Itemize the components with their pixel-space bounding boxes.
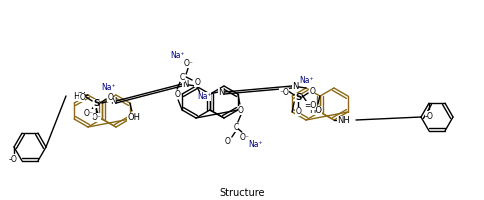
- Text: Na⁺: Na⁺: [197, 92, 212, 101]
- Text: C: C: [180, 73, 185, 82]
- Text: Na⁺: Na⁺: [299, 76, 314, 85]
- Text: NH: NH: [337, 116, 349, 125]
- Text: N: N: [182, 80, 188, 89]
- Text: O⁻: O⁻: [240, 133, 250, 142]
- Text: Na⁺: Na⁺: [170, 50, 184, 59]
- Text: S: S: [93, 99, 99, 108]
- Text: O: O: [238, 106, 244, 115]
- Text: O⁻: O⁻: [83, 109, 93, 118]
- Text: O⁻: O⁻: [91, 113, 101, 122]
- Text: C: C: [233, 123, 239, 132]
- Text: O: O: [295, 107, 301, 116]
- Text: S: S: [295, 93, 302, 102]
- Text: N: N: [218, 88, 224, 97]
- Text: O: O: [309, 87, 315, 96]
- Text: HN: HN: [73, 92, 85, 101]
- Text: N: N: [292, 82, 298, 91]
- Text: -O: -O: [9, 155, 17, 164]
- Text: O: O: [225, 137, 231, 146]
- Text: N: N: [110, 97, 116, 106]
- Text: Na⁺: Na⁺: [249, 140, 263, 149]
- Text: ⁻O: ⁻O: [279, 88, 289, 97]
- Text: Structure: Structure: [219, 187, 265, 197]
- Text: =O: =O: [304, 101, 316, 110]
- Text: O⁻: O⁻: [183, 59, 193, 68]
- Text: O: O: [174, 90, 180, 99]
- Text: O: O: [107, 93, 113, 102]
- Text: -O: -O: [424, 111, 434, 120]
- Text: HO: HO: [309, 106, 322, 115]
- Text: Na⁺: Na⁺: [101, 83, 116, 92]
- Text: O: O: [194, 78, 200, 87]
- Text: OH: OH: [127, 113, 140, 122]
- Text: O: O: [79, 93, 85, 102]
